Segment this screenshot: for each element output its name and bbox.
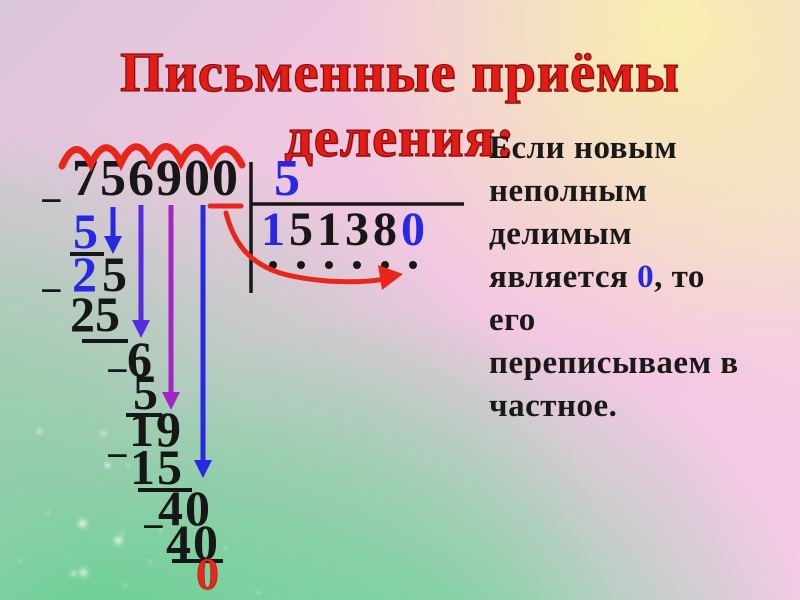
- note-text: Если новым неполным делимым является 0, …: [489, 127, 794, 428]
- note-line-3: делимым: [489, 216, 633, 252]
- note-line-4: является 0, то: [489, 259, 705, 295]
- digit-dot: [259, 261, 287, 269]
- quotient-number: 1 5 1 3 8 0: [259, 206, 427, 254]
- quotient-digit: 1: [317, 203, 341, 256]
- arrowhead-icon: [194, 460, 212, 478]
- new-dividend-40: 40: [158, 480, 212, 536]
- subtraction-line-1: [70, 252, 104, 256]
- note-line-5: его: [489, 302, 536, 338]
- quotient-digit-dots: [259, 261, 427, 269]
- slide-title-line-1: Письменные приёмы: [119, 41, 680, 104]
- new-dividend-19: 19: [129, 401, 183, 457]
- digit-dot: [371, 261, 399, 269]
- subtrahend-2: 25: [70, 286, 120, 342]
- slide-title: Письменные приёмы деления:: [80, 41, 720, 171]
- final-remainder-zero: 0: [196, 548, 220, 599]
- note-line-7: частное.: [489, 388, 618, 424]
- minus-sign: −: [40, 178, 63, 223]
- minus-sign: −: [142, 504, 165, 549]
- subtraction-line-4: [138, 488, 192, 492]
- sparkle-decorations: [0, 0, 1, 1]
- brought-down-digit-1: 5: [102, 246, 127, 302]
- note-line-1: Если новым: [489, 130, 678, 166]
- quotient-digit: 1: [261, 203, 285, 256]
- dividend-number: 756900: [72, 150, 240, 207]
- note-line-6: переписываем в: [489, 345, 739, 381]
- divisor-number: 5: [274, 150, 300, 207]
- subtrahend-4: 15: [130, 439, 184, 495]
- subtrahend-1: 5: [73, 203, 98, 259]
- minus-sign: −: [40, 268, 63, 313]
- subtraction-line-3: [126, 413, 162, 417]
- subtrahend-3: 5: [133, 364, 158, 420]
- subtraction-line-2: [82, 339, 128, 343]
- digit-dot: [399, 261, 427, 269]
- note-line-2: неполным: [489, 173, 648, 209]
- subtrahend-5: 40: [166, 514, 220, 570]
- quotient-digit: 5: [289, 203, 313, 256]
- digit-dot: [287, 261, 315, 269]
- digit-dot: [315, 261, 343, 269]
- subtraction-line-5: [172, 559, 223, 563]
- quotient-digit: 3: [345, 203, 369, 256]
- note-zero-highlight: 0: [637, 259, 655, 295]
- quotient-digit: 0: [401, 203, 425, 256]
- new-dividend-6: 6: [127, 331, 152, 387]
- minus-sign: −: [106, 348, 129, 393]
- remainder-1-digit: 2: [72, 246, 97, 302]
- slide-title-line-2: деления:: [284, 106, 516, 169]
- quotient-digit: 8: [373, 203, 397, 256]
- digit-dot: [343, 261, 371, 269]
- minus-sign: −: [106, 433, 129, 478]
